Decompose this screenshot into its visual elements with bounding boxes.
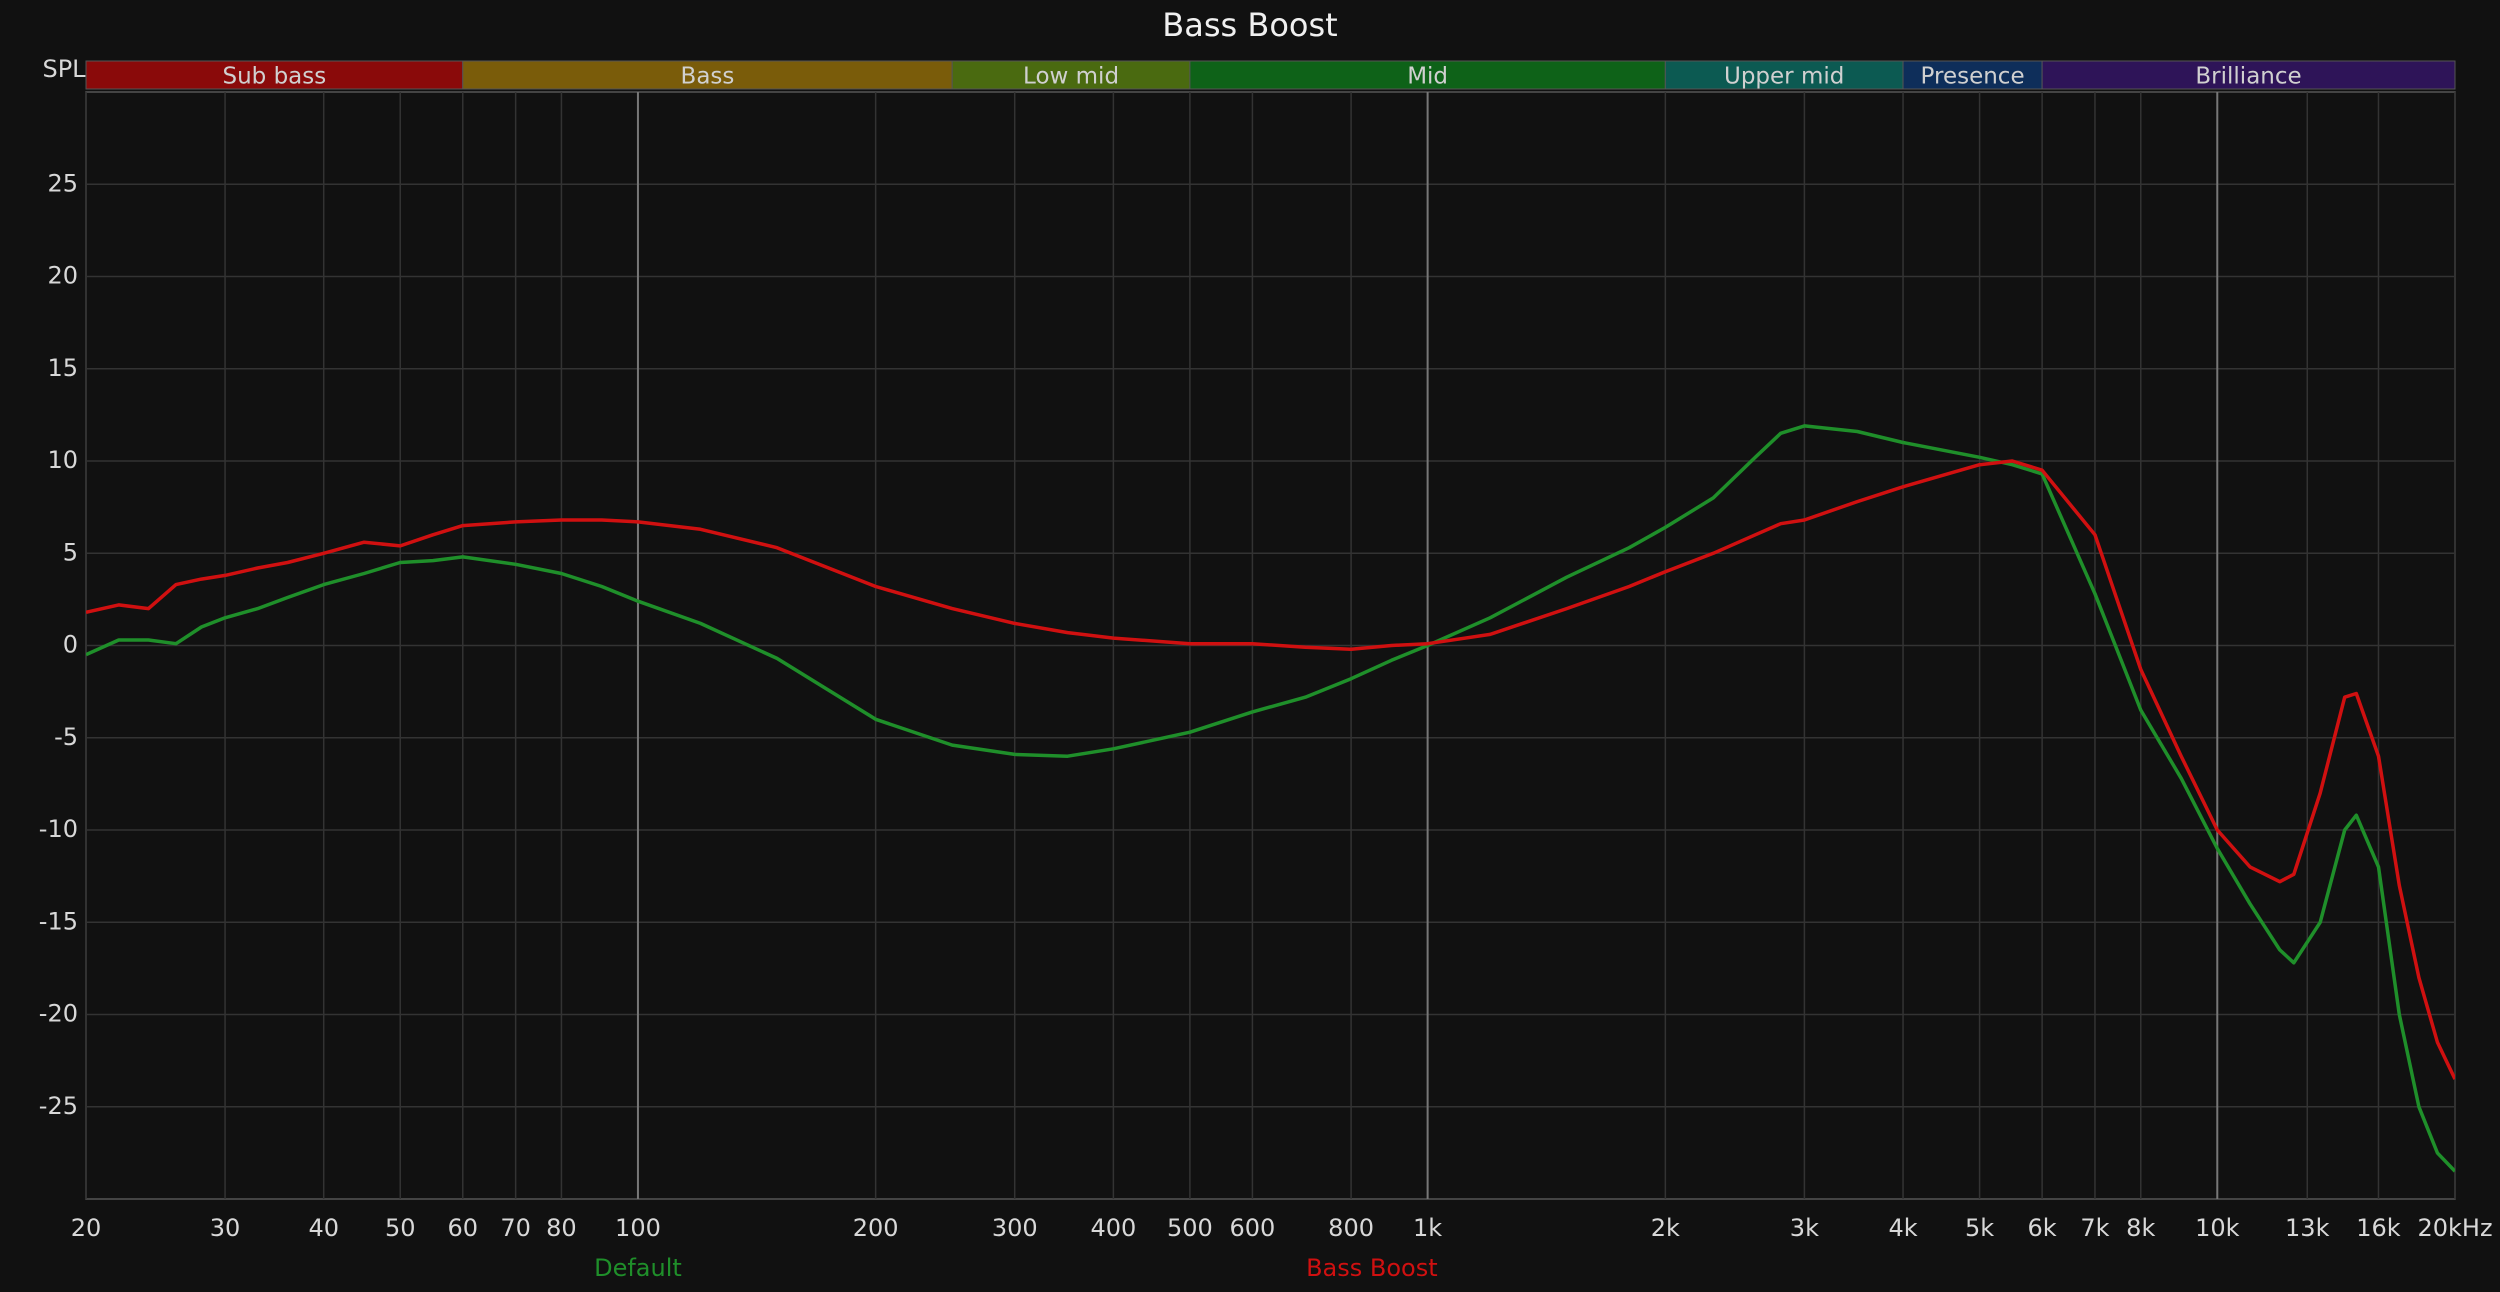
x-tick-label: 100 (615, 1214, 661, 1242)
x-tick-label: 60 (447, 1214, 478, 1242)
band (951, 60, 1191, 90)
x-tick-label: 5k (1965, 1214, 1994, 1242)
x-tick-label: 7k (2080, 1214, 2109, 1242)
x-tick-label: 4k (1888, 1214, 1917, 1242)
x-tick-label: 20kHz (2417, 1214, 2492, 1242)
y-tick-label: -5 (54, 723, 78, 751)
y-axis-label: SPL (42, 55, 86, 83)
y-tick-label: -10 (39, 815, 78, 843)
x-tick-label: 800 (1328, 1214, 1374, 1242)
band (2041, 60, 2456, 90)
legend-entry: Default (594, 1254, 682, 1282)
x-tick-label: 70 (500, 1214, 531, 1242)
x-tick-label: 500 (1167, 1214, 1213, 1242)
band (462, 60, 953, 90)
x-tick-label: 13k (2285, 1214, 2330, 1242)
x-tick-label: 10k (2195, 1214, 2240, 1242)
x-tick-label: 1k (1413, 1214, 1442, 1242)
x-tick-label: 80 (546, 1214, 577, 1242)
x-tick-label: 200 (853, 1214, 899, 1242)
y-tick-label: -25 (39, 1092, 78, 1120)
y-tick-label: 20 (47, 262, 78, 290)
legend-entry: Bass Boost (1306, 1254, 1438, 1282)
band-label: Sub bass (223, 64, 327, 90)
band (1664, 60, 1904, 90)
x-tick-label: 16k (2356, 1214, 2401, 1242)
band-label: Upper mid (1724, 64, 1844, 90)
x-tick-label: 400 (1090, 1214, 1136, 1242)
series-line (86, 459, 2455, 1080)
x-tick-label: 6k (2028, 1214, 2057, 1242)
y-tick-label: 25 (47, 169, 78, 197)
x-tick-label: 2k (1651, 1214, 1680, 1242)
x-tick-label: 50 (385, 1214, 416, 1242)
x-tick-label: 20 (71, 1214, 102, 1242)
y-tick-label: 5 (63, 538, 78, 566)
band-label: Mid (1407, 64, 1448, 90)
y-tick-label: 0 (63, 631, 78, 659)
band-label: Brilliance (2195, 64, 2301, 90)
x-tick-label: 40 (308, 1214, 339, 1242)
band (1902, 60, 2043, 90)
x-tick-label: 3k (1790, 1214, 1819, 1242)
band (85, 60, 464, 90)
series-line (86, 424, 2455, 1173)
x-tick-label: 8k (2126, 1214, 2155, 1242)
y-tick-label: 10 (47, 446, 78, 474)
band-label: Low mid (1023, 64, 1119, 90)
band-label: Bass (681, 64, 735, 90)
y-tick-label: -20 (39, 1000, 78, 1028)
x-tick-label: 300 (992, 1214, 1038, 1242)
y-tick-label: 15 (47, 354, 78, 382)
band (1189, 60, 1666, 90)
band-label: Presence (1921, 64, 2025, 90)
chart-title: Bass Boost (1162, 6, 1337, 44)
x-tick-label: 600 (1230, 1214, 1276, 1242)
y-tick-label: -15 (39, 907, 78, 935)
x-tick-label: 30 (210, 1214, 241, 1242)
